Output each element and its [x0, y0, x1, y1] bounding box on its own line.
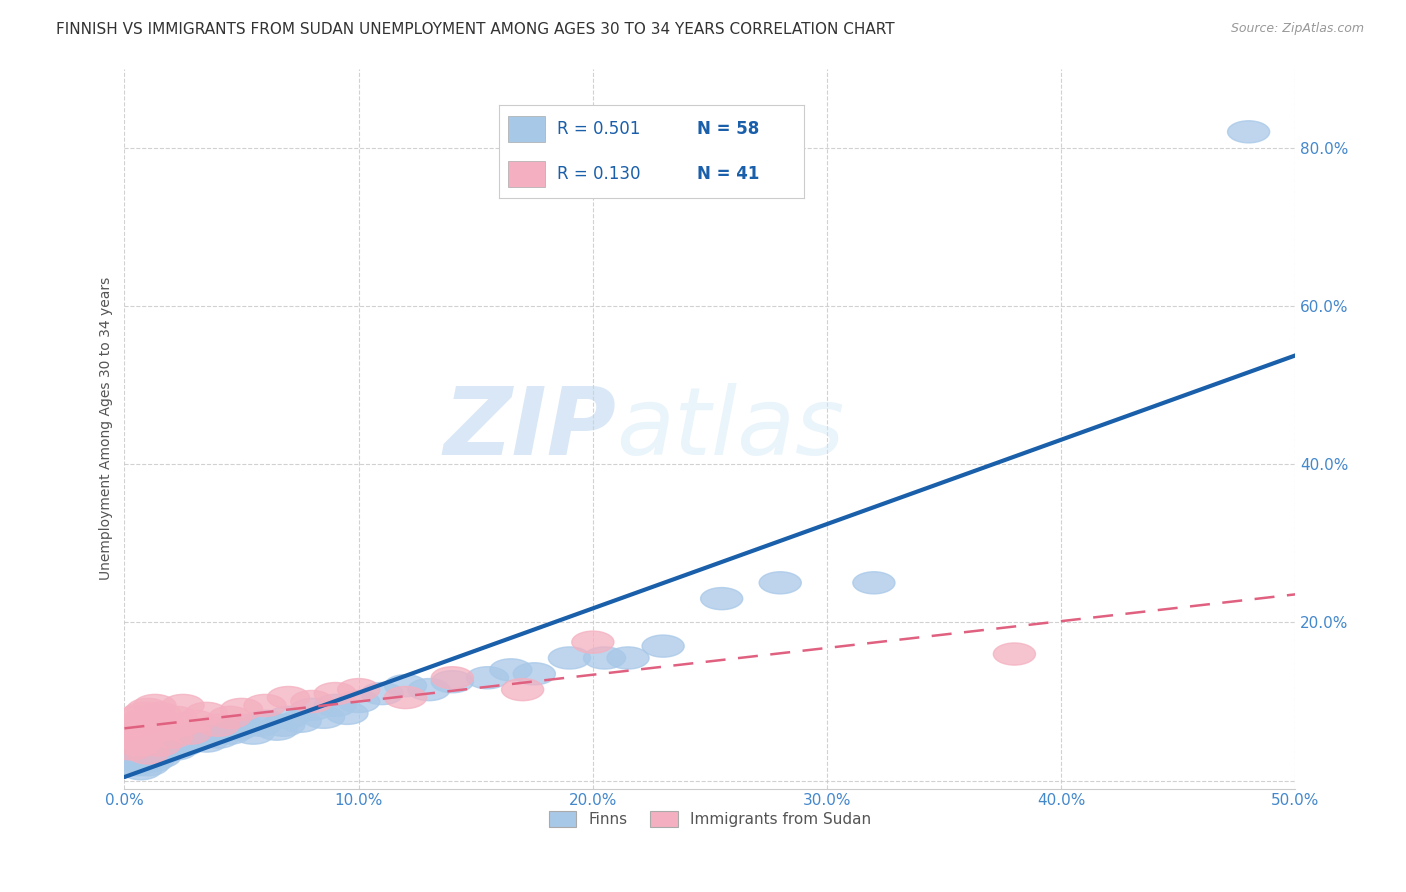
Text: ZIP: ZIP	[443, 383, 616, 475]
Text: Source: ZipAtlas.com: Source: ZipAtlas.com	[1230, 22, 1364, 36]
Y-axis label: Unemployment Among Ages 30 to 34 years: Unemployment Among Ages 30 to 34 years	[100, 277, 114, 580]
Text: FINNISH VS IMMIGRANTS FROM SUDAN UNEMPLOYMENT AMONG AGES 30 TO 34 YEARS CORRELAT: FINNISH VS IMMIGRANTS FROM SUDAN UNEMPLO…	[56, 22, 894, 37]
Text: atlas: atlas	[616, 383, 845, 474]
Legend: Finns, Immigrants from Sudan: Finns, Immigrants from Sudan	[541, 804, 879, 835]
